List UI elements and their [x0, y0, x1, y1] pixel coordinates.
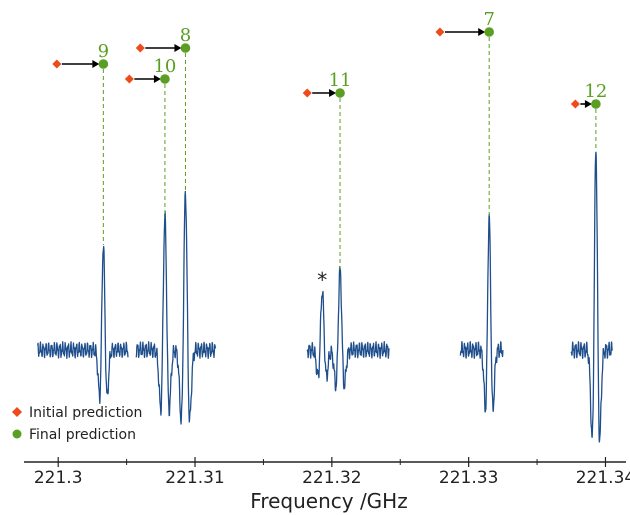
final-prediction-marker [335, 88, 345, 98]
spectrum-trace [570, 151, 613, 443]
prediction-label: 11 [329, 70, 352, 91]
spectrum-trace [306, 266, 390, 392]
prediction-markers: 9 810 11 7 12 [52, 9, 607, 271]
initial-prediction-marker [124, 74, 134, 84]
spectrum-trace [37, 245, 129, 405]
legend-initial-marker [12, 407, 22, 417]
prediction-arrowhead [92, 60, 100, 68]
initial-prediction-marker [435, 27, 445, 37]
final-prediction-marker [160, 74, 170, 84]
initial-prediction-marker [52, 59, 62, 69]
x-tick-label: 221.34 [576, 468, 630, 488]
spectrum-trace [135, 190, 217, 425]
x-ticks: 221.3 221.31 221.32 221.33 221.34 [34, 457, 630, 488]
prediction-label: 9 [98, 41, 109, 62]
x-tick-label: 221.31 [165, 468, 224, 488]
initial-prediction-marker [135, 43, 145, 53]
annotations: * [317, 268, 327, 292]
initial-prediction-marker [302, 88, 312, 98]
legend-initial-label: Initial prediction [29, 405, 142, 421]
prediction-label: 10 [153, 56, 176, 77]
prediction-label: 12 [584, 81, 607, 102]
legend-final-label: Final prediction [29, 427, 136, 443]
spectrum-trace [459, 213, 504, 413]
prediction-arrowhead [153, 75, 161, 83]
initial-prediction-marker [570, 99, 580, 109]
prediction-label: 8 [180, 25, 191, 46]
x-tick-label: 221.33 [439, 468, 498, 488]
final-prediction-marker [484, 27, 494, 37]
final-prediction-marker [591, 99, 601, 109]
legend-final-marker [12, 429, 22, 439]
prediction-arrowhead [584, 100, 592, 108]
x-tick-label: 221.32 [302, 468, 361, 488]
prediction-arrowhead [329, 89, 337, 97]
final-prediction-marker [180, 43, 191, 53]
x-tick-label: 221.3 [34, 468, 83, 488]
annotation-star: * [317, 268, 327, 292]
prediction-arrowhead [478, 28, 486, 36]
prediction-label: 7 [483, 9, 494, 30]
x-axis-title: Frequency /GHz [250, 489, 407, 513]
prediction-arrowhead [174, 44, 182, 52]
spectrum-traces [37, 151, 613, 443]
legend: Initial prediction Final prediction [12, 405, 142, 443]
final-prediction-marker [98, 59, 109, 69]
